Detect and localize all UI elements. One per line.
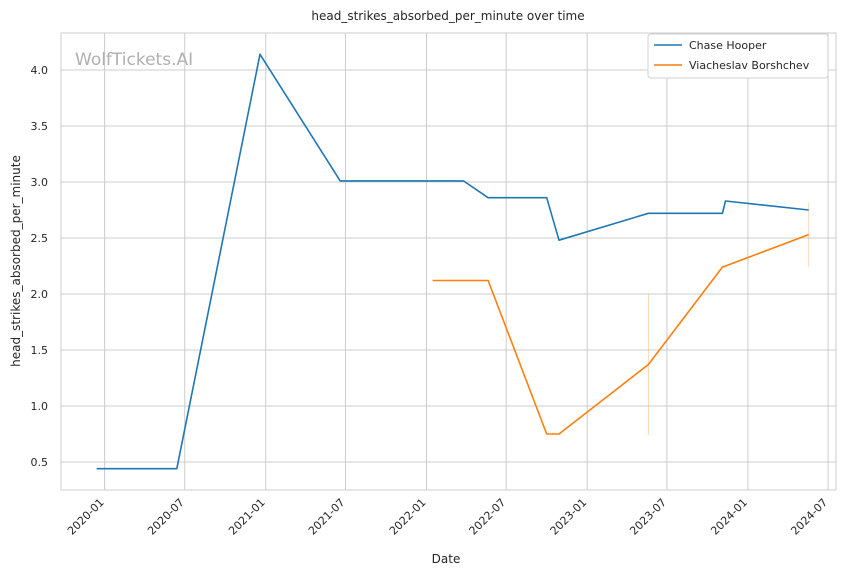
legend: Chase Hooper Viacheslav Borshchev	[647, 33, 829, 79]
legend-label-chase-hooper: Chase Hooper	[689, 39, 767, 52]
y-tick-label: 1.0	[31, 400, 49, 413]
y-tick-label: 4.0	[31, 64, 49, 77]
y-tick-label: 0.5	[31, 456, 49, 469]
y-axis-label: head_strikes_absorbed_per_minute	[9, 155, 23, 367]
series-line-viacheslav-borshchev	[432, 233, 809, 435]
y-tick-label: 2.0	[31, 288, 49, 301]
series-lines	[96, 53, 809, 470]
x-tick-label: 2020-07	[145, 496, 187, 538]
y-axis-ticks: 0.5 1.0 1.5 2.0 2.5 3.0 3.5 4.0	[31, 64, 49, 469]
x-axis-ticks: 2020-01 2020-07 2021-01 2021-07 2022-01 2022-…	[65, 496, 830, 538]
plot-frame	[60, 32, 837, 491]
legend-label-viacheslav-borshchev: Viacheslav Borshchev	[689, 59, 810, 72]
watermark: WolfTickets.AI	[75, 50, 193, 70]
x-tick-label: 2023-01	[548, 496, 590, 538]
y-tick-label: 3.5	[31, 120, 49, 133]
y-tick-label: 3.0	[31, 176, 49, 189]
plot-background	[61, 33, 836, 490]
series-line-chase-hooper	[96, 53, 809, 470]
x-tick-label: 2022-01	[387, 496, 429, 538]
y-tick-label: 2.5	[31, 232, 49, 245]
x-tick-label: 2024-01	[708, 496, 750, 538]
legend-box	[647, 33, 829, 79]
x-tick-label: 2020-01	[65, 496, 107, 538]
x-tick-label: 2021-07	[306, 496, 348, 538]
x-tick-label: 2024-07	[788, 496, 830, 538]
x-tick-label: 2023-07	[627, 496, 669, 538]
x-tick-label: 2021-01	[226, 496, 268, 538]
y-tick-label: 1.5	[31, 344, 49, 357]
chart-title: head_strikes_absorbed_per_minute over ti…	[311, 9, 584, 23]
x-axis-label: Date	[432, 552, 461, 566]
x-tick-label: 2022-07	[467, 496, 509, 538]
